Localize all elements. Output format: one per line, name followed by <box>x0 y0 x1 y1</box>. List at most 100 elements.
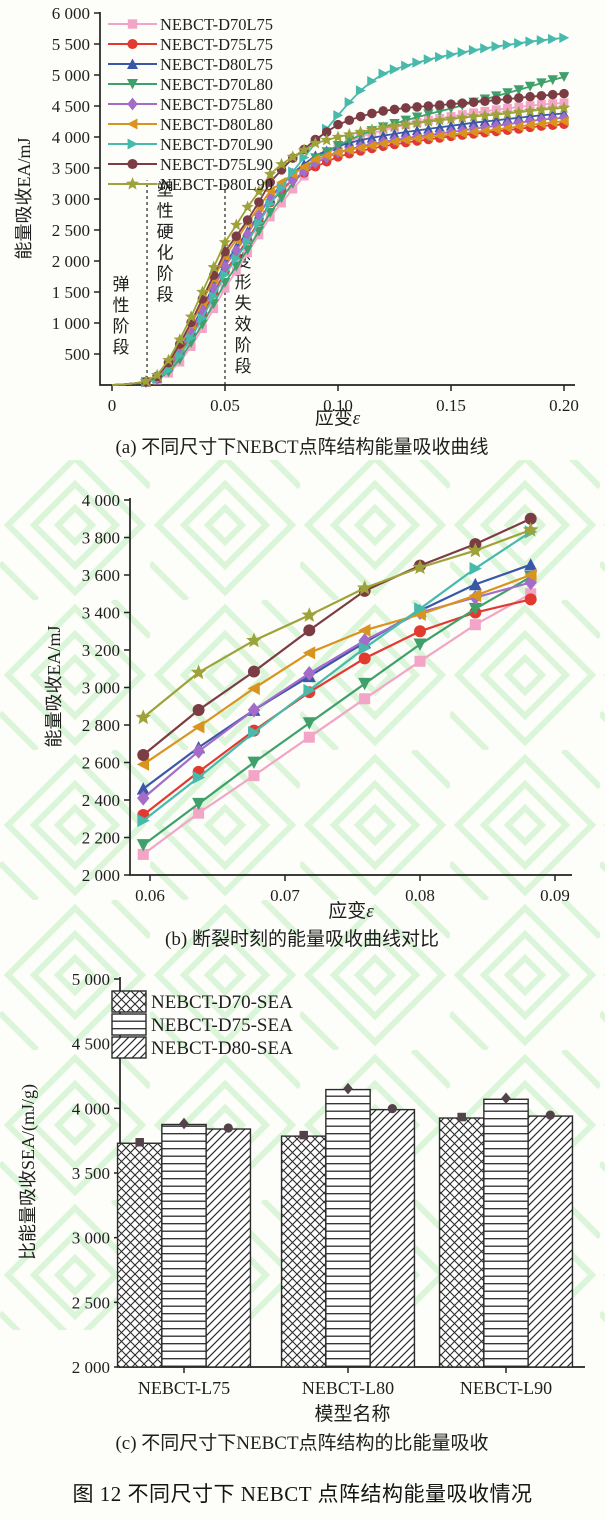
marker-NEBCT-D75L80 <box>192 743 205 759</box>
marker-NEBCT-D70L80 <box>558 72 570 83</box>
y-tick-label: 1 500 <box>52 283 90 302</box>
marker-NEBCT-D70L90 <box>209 291 219 302</box>
marker-NEBCT-D80L90 <box>320 133 333 146</box>
marker-NEBCT-D70L90 <box>355 85 366 96</box>
marker-NEBCT-D75L90 <box>192 704 205 716</box>
marker-NEBCT-D70L90 <box>367 76 378 87</box>
marker-NEBCT-D70L80 <box>468 602 482 616</box>
marker-NEBCT-D70L90 <box>333 110 344 121</box>
marker-NEBCT-D75L90 <box>242 215 253 225</box>
marker-NEBCT-D75L90 <box>265 177 275 188</box>
marker-NEBCT-D75L90 <box>547 89 558 100</box>
marker-NEBCT-D80L80 <box>445 129 456 140</box>
stage-label: 塑性硬化阶段 <box>157 180 174 304</box>
legend-marker-NEBCT-D70L90 <box>127 138 138 150</box>
y-tick-label: 2 400 <box>82 791 120 810</box>
marker-NEBCT-D70L90 <box>303 683 316 697</box>
y-tick-label: 5 500 <box>52 35 90 54</box>
marker-NEBCT-D80L80 <box>136 757 150 771</box>
marker-NEBCT-D75L80 <box>208 282 219 295</box>
marker-NEBCT-D80L90 <box>365 123 379 136</box>
marker-NEBCT-D75L75 <box>414 625 426 638</box>
marker-NEBCT-D80L90 <box>535 103 548 115</box>
marker-NEBCT-D75L80 <box>247 702 261 718</box>
marker-NEBCT-D80L90 <box>356 580 373 595</box>
y-tick-label: 2 000 <box>82 866 120 885</box>
marker-NEBCT-D70L90 <box>469 561 482 575</box>
marker-NEBCT-D80L75 <box>457 119 468 129</box>
x-tick-label: 0.05 <box>210 396 240 415</box>
marker-NEBCT-D80L90 <box>190 664 207 680</box>
y-tick-label: 4 500 <box>52 97 90 116</box>
y-tick-label: 2 000 <box>52 252 90 271</box>
y-tick-label: 6 000 <box>52 4 90 23</box>
marker-NEBCT-D70L90 <box>502 39 513 51</box>
marker-NEBCT-D80L75 <box>423 123 434 134</box>
y-tick-label: 3 200 <box>82 641 120 660</box>
series-line-NEBCT-D80L90 <box>142 528 532 719</box>
chart-a-energy-absorption-curves: 500 1 000 1 500 2 000 2 500 3 000 3 500 4 000 4 … <box>14 4 579 458</box>
marker-NEBCT-D75L75 <box>524 593 537 606</box>
marker-NEBCT-D80L90 <box>241 200 254 213</box>
marker-NEBCT-D80L90 <box>252 185 266 197</box>
bar-NEBCT-D70-SEA-NEBCT-L80 <box>280 1135 327 1368</box>
marker-NEBCT-D80L90 <box>151 368 164 381</box>
legend-label-NEBCT-D70L90: NEBCT-D70L90 <box>160 135 273 154</box>
marker-NEBCT-D75L90 <box>468 97 479 108</box>
marker-NEBCT-D80L90 <box>343 128 356 140</box>
marker-NEBCT-D80L80 <box>524 568 537 582</box>
marker-NEBCT-D70L75 <box>220 283 230 293</box>
legend-marker-NEBCT-D75L80 <box>127 97 138 111</box>
marker-NEBCT-D70L90 <box>559 32 570 43</box>
marker-NEBCT-D75L90 <box>457 98 468 108</box>
y-tick-label: 5 000 <box>72 970 110 989</box>
marker-NEBCT-D80L80 <box>247 681 260 695</box>
marker-NEBCT-D70L90 <box>468 45 479 56</box>
marker-NEBCT-D70L75 <box>469 619 481 631</box>
marker-NEBCT-D80L80 <box>378 138 388 149</box>
marker-NEBCT-D80L80 <box>502 122 513 134</box>
legend-label-NEBCT-D75-SEA: NEBCT-D75-SEA <box>151 1015 293 1036</box>
bar-NEBCT-D75-SEA-NEBCT-L80 <box>325 1088 371 1368</box>
series-line-NEBCT-D80L80 <box>142 573 532 766</box>
marker-NEBCT-D70L90 <box>412 57 423 68</box>
marker-NEBCT-D70L75 <box>288 184 298 194</box>
marker-NEBCT-D75L90 <box>378 106 388 116</box>
panel-caption: (b) 断裂时刻的能量吸收曲线对比 <box>165 928 439 950</box>
series-line-NEBCT-D75L90 <box>142 517 532 756</box>
marker-NEBCT-D80L90 <box>410 116 424 129</box>
marker-NEBCT-D70L90 <box>423 54 434 65</box>
marker-NEBCT-D80L90 <box>173 333 186 345</box>
bar-top-marker-NEBCT-D75-SEA-NEBCT-L90 <box>501 1092 511 1105</box>
legend-label-NEBCT-D80-SEA: NEBCT-D80-SEA <box>151 1038 293 1059</box>
marker-NEBCT-D70L80 <box>247 756 261 769</box>
marker-NEBCT-D70L75 <box>248 770 260 782</box>
marker-NEBCT-D80L90 <box>196 285 209 298</box>
marker-NEBCT-D80L80 <box>468 589 482 603</box>
bar-top-marker-NEBCT-D70-SEA-NEBCT-L90 <box>457 1112 466 1122</box>
bar-NEBCT-D70-SEA-NEBCT-L75 <box>116 1142 163 1368</box>
marker-NEBCT-D70L90 <box>480 43 491 54</box>
marker-NEBCT-D80L80 <box>321 150 332 161</box>
marker-NEBCT-D70L90 <box>491 41 502 52</box>
y-axis-label: 能量吸收EA/mJ <box>14 137 34 259</box>
marker-NEBCT-D70L90 <box>197 312 208 324</box>
y-tick-label: 1 000 <box>52 314 90 333</box>
marker-NEBCT-D80L80 <box>524 119 535 131</box>
marker-NEBCT-D70L80 <box>253 226 265 237</box>
panel-caption: (a) 不同尺寸下NEBCT点阵结构能量吸收曲线 <box>115 436 488 458</box>
marker-NEBCT-D70L80 <box>413 638 427 651</box>
marker-NEBCT-D70L90 <box>220 269 231 280</box>
x-tick-label: 0.09 <box>540 886 570 905</box>
legend-marker-NEBCT-D70L75 <box>127 19 138 29</box>
marker-NEBCT-D75L90 <box>524 512 537 525</box>
marker-NEBCT-D70L80 <box>423 109 434 120</box>
marker-NEBCT-D70L90 <box>435 51 445 63</box>
legend-swatch-NEBCT-D80-SEA <box>111 1036 147 1059</box>
legend-label-NEBCT-D75L80: NEBCT-D75L80 <box>160 95 273 114</box>
marker-NEBCT-D80L90 <box>523 104 537 117</box>
marker-NEBCT-D80L75 <box>378 130 389 141</box>
marker-NEBCT-D70L90 <box>231 253 242 264</box>
marker-NEBCT-D70L90 <box>414 602 427 616</box>
x-tick-label: 0 <box>108 396 117 415</box>
